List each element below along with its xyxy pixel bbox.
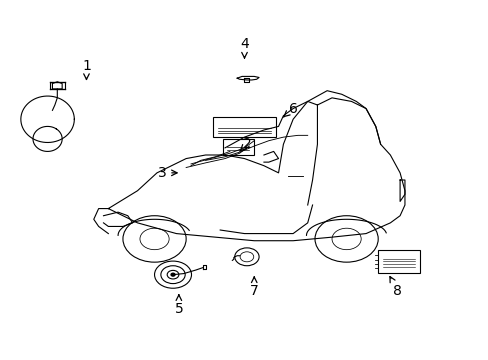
Text: 3: 3 — [157, 166, 177, 180]
Text: 8: 8 — [389, 276, 401, 298]
Text: 6: 6 — [283, 102, 297, 117]
Text: 7: 7 — [249, 277, 258, 298]
Text: 2: 2 — [239, 137, 251, 151]
Circle shape — [171, 273, 175, 276]
Text: 5: 5 — [174, 295, 183, 316]
Text: 1: 1 — [82, 59, 91, 80]
Text: 4: 4 — [240, 37, 248, 58]
